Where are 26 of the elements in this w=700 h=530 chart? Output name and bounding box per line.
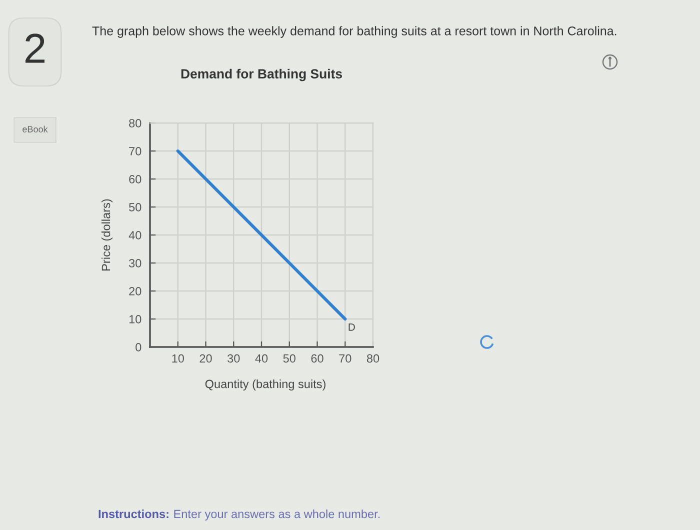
- x-tick-label: 60: [311, 354, 324, 363]
- x-axis-title: Quantity (bathing suits): [205, 379, 326, 391]
- text: Instructions:: [98, 509, 168, 518]
- y-tick-label: 0: [136, 343, 142, 352]
- x-tick-label: 20: [200, 354, 212, 363]
- text: Enter your answers as a whole number.: [174, 509, 380, 521]
- x-tick-label: 40: [255, 354, 268, 363]
- y-tick-label: 30: [128, 259, 142, 268]
- x-tick-label: 70: [339, 354, 352, 363]
- y-tick-label: 80: [129, 119, 142, 128]
- text: 2: [26, 34, 44, 63]
- series-label: D: [348, 324, 355, 331]
- text: The graph below shows the weekly demand for bathing suits at a resort town in North Carolina.: [92, 26, 616, 38]
- x-tick-label: 30: [228, 354, 240, 363]
- x-tick-label: 10: [172, 354, 184, 363]
- y-tick-label: 60: [129, 175, 142, 184]
- x-tick-label: 80: [366, 354, 380, 363]
- y-tick-label: 50: [129, 203, 142, 212]
- y-tick-label: 10: [129, 315, 142, 324]
- text: eBook: [22, 126, 48, 132]
- y-tick-label: 20: [129, 287, 142, 296]
- y-tick-label: 70: [129, 147, 142, 156]
- x-tick-label: 50: [283, 354, 296, 363]
- chart-title: Demand for Bathing Suits: [181, 68, 342, 82]
- y-tick-label: 40: [128, 231, 142, 240]
- y-axis-title: Price (dollars): [102, 199, 112, 270]
